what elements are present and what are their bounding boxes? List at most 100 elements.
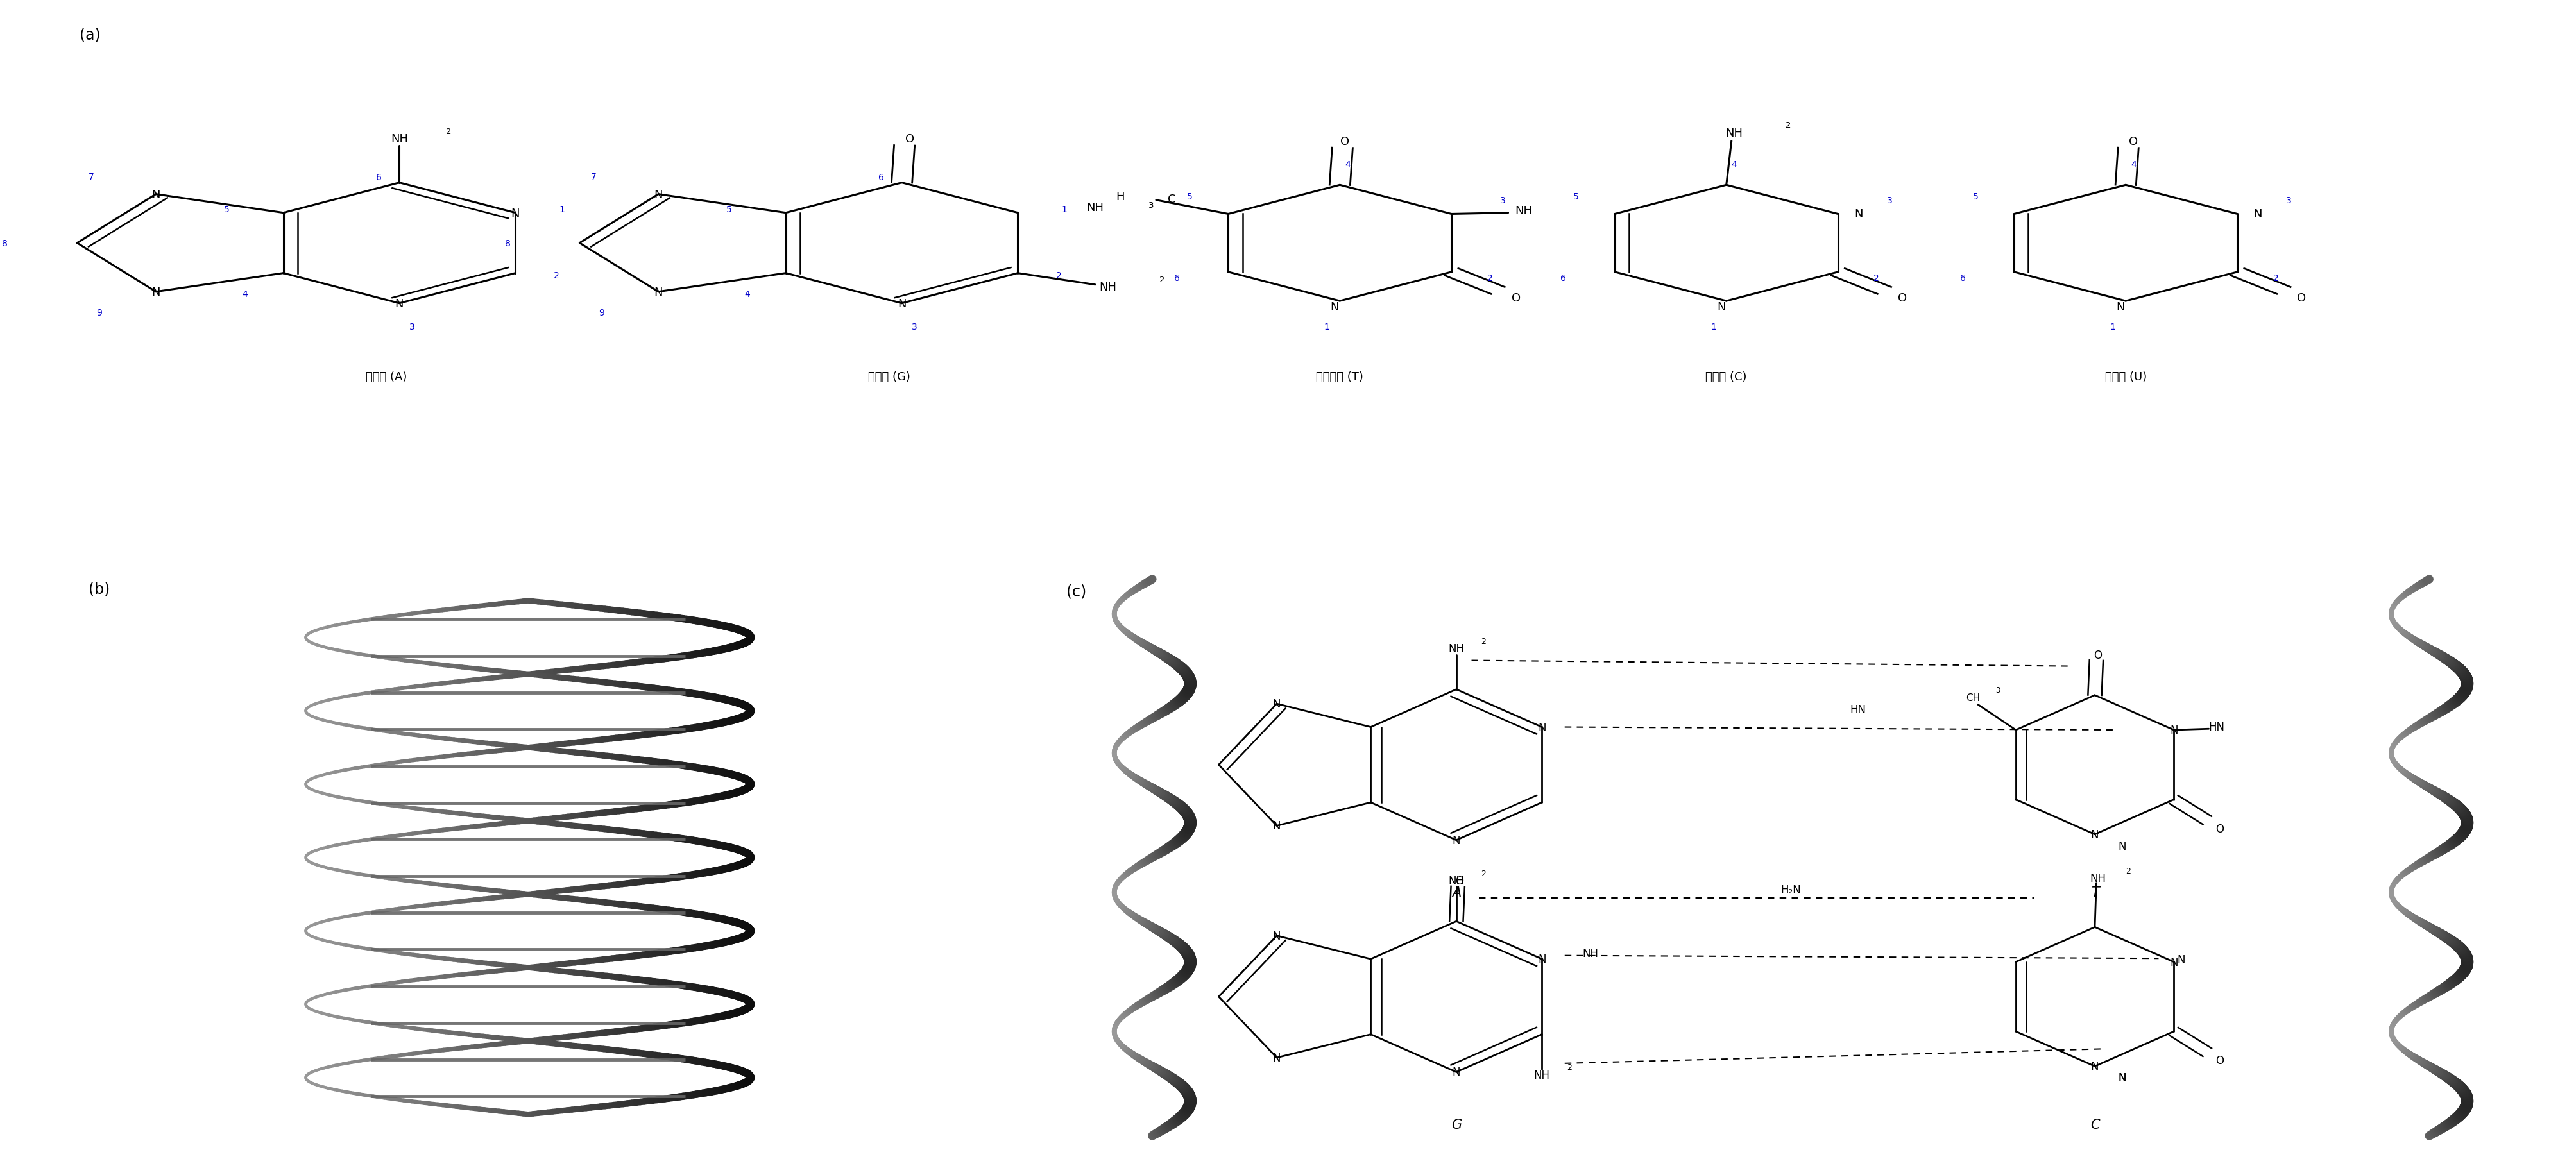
Text: N: N xyxy=(2117,1072,2125,1084)
Text: C: C xyxy=(1167,194,1175,205)
Text: O: O xyxy=(1455,875,1463,887)
Text: NH: NH xyxy=(1448,643,1463,655)
Text: NH: NH xyxy=(1582,948,1597,958)
Text: NH: NH xyxy=(1515,205,1533,217)
Text: 3: 3 xyxy=(2285,196,2290,205)
Text: (b): (b) xyxy=(88,581,111,596)
Text: O: O xyxy=(2215,1055,2223,1066)
Text: N: N xyxy=(1538,954,1546,964)
Text: 1: 1 xyxy=(1710,322,1716,331)
Text: 3: 3 xyxy=(1499,196,1504,205)
Text: O: O xyxy=(2298,292,2306,304)
Text: 8: 8 xyxy=(505,239,510,248)
Text: N: N xyxy=(2169,724,2177,736)
Text: O: O xyxy=(1512,292,1520,304)
Text: O: O xyxy=(2215,823,2223,834)
Text: 6: 6 xyxy=(1175,274,1180,283)
Text: N: N xyxy=(2254,209,2262,220)
Text: 2: 2 xyxy=(1566,1063,1571,1071)
Text: HN: HN xyxy=(2208,721,2223,732)
Text: N: N xyxy=(1716,301,1726,313)
Text: 5: 5 xyxy=(1574,192,1579,202)
Text: N: N xyxy=(1273,698,1280,709)
Text: N: N xyxy=(394,298,404,309)
Text: CH: CH xyxy=(1965,693,1981,702)
Text: C: C xyxy=(2089,1117,2099,1131)
Text: 胞嘧啶 (C): 胞嘧啶 (C) xyxy=(1705,371,1747,382)
Text: N: N xyxy=(2169,956,2177,968)
Text: 4: 4 xyxy=(242,290,247,299)
Text: 2: 2 xyxy=(1481,637,1486,646)
Text: NH: NH xyxy=(392,133,407,145)
Text: H: H xyxy=(1115,191,1123,203)
Text: 5: 5 xyxy=(726,205,732,214)
Text: N: N xyxy=(1329,301,1340,313)
Text: 5: 5 xyxy=(1188,192,1193,202)
Text: N: N xyxy=(1273,821,1280,832)
Text: NH: NH xyxy=(2089,873,2105,884)
Text: 2: 2 xyxy=(2125,867,2130,875)
Text: 腺嘌呤 (A): 腺嘌呤 (A) xyxy=(366,371,407,382)
Text: 2: 2 xyxy=(1056,271,1061,280)
Text: N: N xyxy=(1538,722,1546,732)
Text: 4: 4 xyxy=(1731,160,1736,169)
Text: NH: NH xyxy=(1087,202,1103,213)
Text: 4: 4 xyxy=(1345,160,1350,169)
Text: N: N xyxy=(2115,301,2125,313)
Text: 1: 1 xyxy=(1324,322,1329,331)
Text: O: O xyxy=(2128,136,2138,147)
Text: 2: 2 xyxy=(1785,122,1790,130)
Text: O: O xyxy=(1340,136,1350,147)
Text: 6: 6 xyxy=(878,173,884,182)
Text: N: N xyxy=(654,286,662,298)
Text: H₂N: H₂N xyxy=(1780,884,1801,895)
Text: 9: 9 xyxy=(95,308,103,318)
Text: 3: 3 xyxy=(912,322,917,331)
Text: NH: NH xyxy=(1448,875,1463,887)
Text: T: T xyxy=(2089,885,2099,899)
Text: 尿嘧啶 (U): 尿嘧啶 (U) xyxy=(2105,371,2146,382)
Text: N: N xyxy=(896,298,907,309)
Text: (a): (a) xyxy=(80,27,100,43)
Text: 6: 6 xyxy=(1960,274,1965,283)
Text: NH: NH xyxy=(1533,1070,1551,1080)
Text: N: N xyxy=(654,189,662,201)
Text: 4: 4 xyxy=(744,290,750,299)
Text: G: G xyxy=(1450,1117,1461,1131)
Text: O: O xyxy=(1899,292,1906,304)
Text: N: N xyxy=(510,207,520,219)
Text: 2: 2 xyxy=(446,127,451,136)
Text: 9: 9 xyxy=(598,308,605,318)
Text: N: N xyxy=(1273,1052,1280,1064)
Text: NH: NH xyxy=(1726,127,1741,139)
Text: N: N xyxy=(1855,209,1862,220)
Text: 2: 2 xyxy=(554,271,559,280)
Text: N: N xyxy=(2177,954,2184,965)
Text: N: N xyxy=(2117,1072,2125,1084)
Text: N: N xyxy=(1453,834,1461,846)
Text: 6: 6 xyxy=(376,173,381,182)
Text: 8: 8 xyxy=(3,239,8,248)
Text: NH: NH xyxy=(1100,282,1115,293)
Text: 7: 7 xyxy=(88,173,95,182)
Text: N: N xyxy=(1273,930,1280,941)
Text: 7: 7 xyxy=(590,173,598,182)
Text: 5: 5 xyxy=(224,205,229,214)
Text: N: N xyxy=(2089,829,2099,840)
Text: O: O xyxy=(2094,649,2102,661)
Text: 2: 2 xyxy=(2272,274,2277,283)
Text: 2: 2 xyxy=(1159,276,1164,284)
Text: 2: 2 xyxy=(1486,274,1492,283)
Text: N: N xyxy=(2089,1060,2099,1072)
Text: 4: 4 xyxy=(2130,160,2136,169)
Text: 2: 2 xyxy=(1873,274,1878,283)
Text: N: N xyxy=(152,189,160,201)
Text: 1: 1 xyxy=(2110,322,2115,331)
Text: 3: 3 xyxy=(1994,686,1999,694)
Text: 2: 2 xyxy=(1481,869,1486,877)
Text: 1: 1 xyxy=(559,205,564,214)
Text: HN: HN xyxy=(1850,705,1865,715)
Text: 6: 6 xyxy=(1561,274,1566,283)
Text: N: N xyxy=(152,286,160,298)
Text: N: N xyxy=(2117,840,2125,852)
